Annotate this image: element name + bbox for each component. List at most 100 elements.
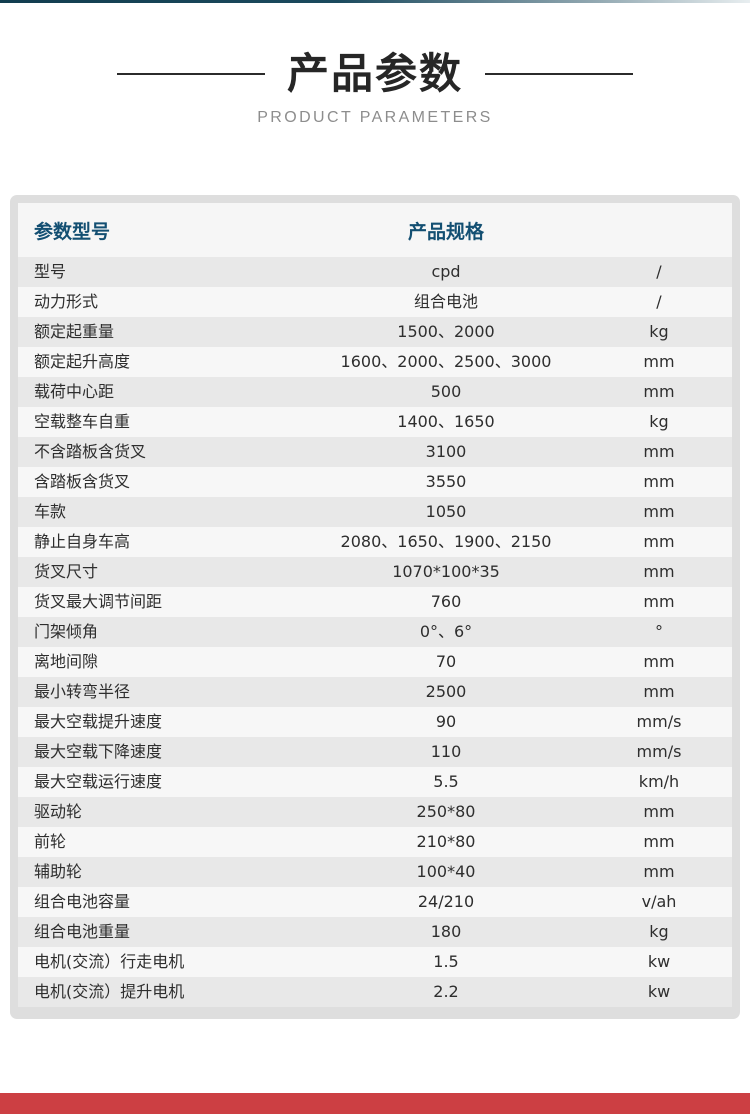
cell-specification: 90 xyxy=(306,707,586,737)
table-row: 离地间隙 70 mm xyxy=(18,647,732,677)
cell-parameter-name: 含踏板含货叉 xyxy=(18,467,306,497)
cell-specification: 24/210 xyxy=(306,887,586,917)
column-header-specification: 产品规格 xyxy=(306,203,586,257)
cell-specification: 1.5 xyxy=(306,947,586,977)
table-row: 型号 cpd / xyxy=(18,257,732,287)
cell-specification: 2080、1650、1900、2150 xyxy=(306,527,586,557)
column-header-unit xyxy=(586,203,732,257)
cell-parameter-name: 离地间隙 xyxy=(18,647,306,677)
cell-unit: mm xyxy=(586,857,732,887)
cell-specification: 100*40 xyxy=(306,857,586,887)
table-row: 载荷中心距 500 mm xyxy=(18,377,732,407)
cell-specification: 1070*100*35 xyxy=(306,557,586,587)
cell-specification: 760 xyxy=(306,587,586,617)
cell-unit: ° xyxy=(586,617,732,647)
cell-unit: v/ah xyxy=(586,887,732,917)
cell-parameter-name: 最大空载提升速度 xyxy=(18,707,306,737)
cell-specification: 3550 xyxy=(306,467,586,497)
title-decoration-line-right xyxy=(485,73,633,76)
cell-specification: 210*80 xyxy=(306,827,586,857)
cell-unit: mm xyxy=(586,347,732,377)
cell-specification: 2.2 xyxy=(306,977,586,1007)
cell-unit: mm xyxy=(586,527,732,557)
cell-unit: mm xyxy=(586,587,732,617)
cell-specification: 5.5 xyxy=(306,767,586,797)
cell-unit: kw xyxy=(586,977,732,1007)
bottom-red-band xyxy=(0,1093,750,1114)
table-row: 额定起重量 1500、2000 kg xyxy=(18,317,732,347)
cell-parameter-name: 组合电池重量 xyxy=(18,917,306,947)
table-row: 最大空载提升速度 90 mm/s xyxy=(18,707,732,737)
table-row: 静止自身车高 2080、1650、1900、2150 mm xyxy=(18,527,732,557)
cell-parameter-name: 货叉最大调节间距 xyxy=(18,587,306,617)
table-row: 货叉尺寸 1070*100*35 mm xyxy=(18,557,732,587)
table-row: 组合电池重量 180 kg xyxy=(18,917,732,947)
table-row: 含踏板含货叉 3550 mm xyxy=(18,467,732,497)
page-subtitle: PRODUCT PARAMETERS xyxy=(257,109,493,127)
table-header-row: 参数型号 产品规格 xyxy=(18,203,732,257)
table-row: 空载整车自重 1400、1650 kg xyxy=(18,407,732,437)
cell-parameter-name: 电机(交流）提升电机 xyxy=(18,977,306,1007)
cell-parameter-name: 驱动轮 xyxy=(18,797,306,827)
table-body: 型号 cpd / 动力形式 组合电池 / 额定起重量 1500、2000 kg 额定起升高度 160… xyxy=(18,257,732,1007)
cell-specification: 250*80 xyxy=(306,797,586,827)
table-row: 前轮 210*80 mm xyxy=(18,827,732,857)
table-header: 参数型号 产品规格 xyxy=(18,203,732,257)
cell-parameter-name: 最大空载下降速度 xyxy=(18,737,306,767)
cell-unit: kg xyxy=(586,407,732,437)
cell-specification: 180 xyxy=(306,917,586,947)
cell-parameter-name: 静止自身车高 xyxy=(18,527,306,557)
table-row: 最大空载下降速度 110 mm/s xyxy=(18,737,732,767)
cell-parameter-name: 空载整车自重 xyxy=(18,407,306,437)
cell-parameter-name: 辅助轮 xyxy=(18,857,306,887)
table-row: 车款 1050 mm xyxy=(18,497,732,527)
cell-parameter-name: 最小转弯半径 xyxy=(18,677,306,707)
cell-unit: / xyxy=(586,287,732,317)
cell-specification: 110 xyxy=(306,737,586,767)
cell-parameter-name: 门架倾角 xyxy=(18,617,306,647)
cell-unit: mm/s xyxy=(586,707,732,737)
cell-unit: mm xyxy=(586,647,732,677)
cell-unit: mm xyxy=(586,437,732,467)
cell-parameter-name: 货叉尺寸 xyxy=(18,557,306,587)
cell-specification: 2500 xyxy=(306,677,586,707)
page-title-block: 产品参数 PRODUCT PARAMETERS xyxy=(0,49,750,127)
top-accent-strip xyxy=(0,0,750,3)
cell-unit: km/h xyxy=(586,767,732,797)
table-row: 货叉最大调节间距 760 mm xyxy=(18,587,732,617)
cell-parameter-name: 载荷中心距 xyxy=(18,377,306,407)
table-row: 电机(交流）行走电机 1.5 kw xyxy=(18,947,732,977)
table-row: 门架倾角 0°、6° ° xyxy=(18,617,732,647)
table-row: 动力形式 组合电池 / xyxy=(18,287,732,317)
cell-specification: cpd xyxy=(306,257,586,287)
title-decoration-line-left xyxy=(116,73,265,76)
cell-parameter-name: 电机(交流）行走电机 xyxy=(18,947,306,977)
cell-unit: mm xyxy=(586,797,732,827)
table-row: 额定起升高度 1600、2000、2500、3000 mm xyxy=(18,347,732,377)
table-row: 驱动轮 250*80 mm xyxy=(18,797,732,827)
cell-specification: 1050 xyxy=(306,497,586,527)
cell-unit: kw xyxy=(586,947,732,977)
cell-unit: kg xyxy=(586,917,732,947)
cell-specification: 0°、6° xyxy=(306,617,586,647)
cell-parameter-name: 型号 xyxy=(18,257,306,287)
cell-parameter-name: 额定起重量 xyxy=(18,317,306,347)
cell-unit: mm xyxy=(586,677,732,707)
cell-parameter-name: 最大空载运行速度 xyxy=(18,767,306,797)
cell-specification: 1600、2000、2500、3000 xyxy=(306,347,586,377)
cell-unit: mm/s xyxy=(586,737,732,767)
cell-parameter-name: 车款 xyxy=(18,497,306,527)
page-title: 产品参数 xyxy=(286,49,463,98)
cell-parameter-name: 不含踏板含货叉 xyxy=(18,437,306,467)
table-row: 电机(交流）提升电机 2.2 kw xyxy=(18,977,732,1007)
cell-specification: 1500、2000 xyxy=(306,317,586,347)
cell-unit: mm xyxy=(586,827,732,857)
table-row: 最小转弯半径 2500 mm xyxy=(18,677,732,707)
cell-parameter-name: 前轮 xyxy=(18,827,306,857)
cell-unit: mm xyxy=(586,557,732,587)
cell-specification: 500 xyxy=(306,377,586,407)
title-row: 产品参数 xyxy=(0,49,750,98)
table-row: 最大空载运行速度 5.5 km/h xyxy=(18,767,732,797)
cell-specification: 1400、1650 xyxy=(306,407,586,437)
column-header-parameter-name: 参数型号 xyxy=(18,203,306,257)
